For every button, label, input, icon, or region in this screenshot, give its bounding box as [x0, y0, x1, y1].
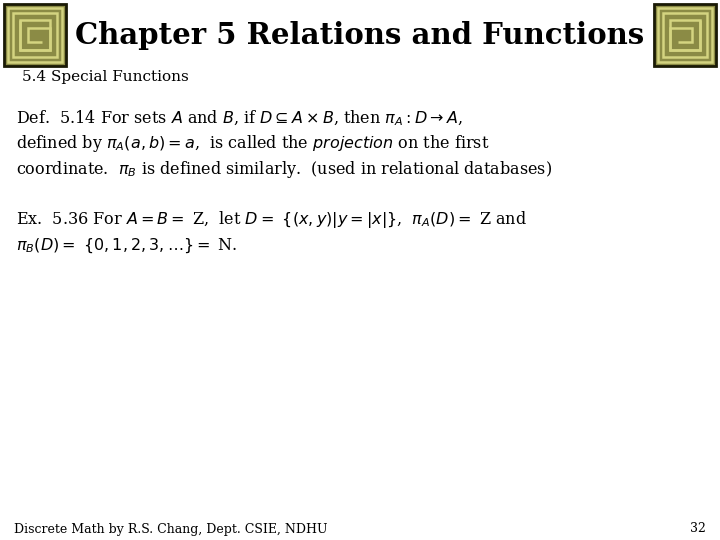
Text: Discrete Math by R.S. Chang, Dept. CSIE, NDHU: Discrete Math by R.S. Chang, Dept. CSIE,… [14, 523, 328, 536]
Bar [658, 8, 712, 62]
Text: Def.  5.14 For sets $A$ and $B$, if $D\subseteq A\times B$, then $\pi_{A}:D\righ: Def. 5.14 For sets $A$ and $B$, if $D\su… [16, 109, 463, 127]
Bar [13, 13, 57, 57]
Bar [8, 8, 62, 62]
Text: Ex.  5.36 For $A = B =$ Z,  let $D =$ $\{(x,y)|y=|x|\}$,  $\pi_{A}(D) =$ Z and: Ex. 5.36 For $A = B =$ Z, let $D =$ $\{(… [16, 209, 527, 230]
Bar [654, 4, 716, 66]
Text: defined by $\pi_{A}(a,b) = a$,  is called the $\it{projection}$ on the first: defined by $\pi_{A}(a,b) = a$, is called… [16, 133, 490, 154]
Bar [4, 4, 66, 66]
Text: coordinate.  $\pi_{B}$ is defined similarly.  (used in relational databases): coordinate. $\pi_{B}$ is defined similar… [16, 159, 552, 180]
Bar [20, 20, 50, 50]
Bar [654, 4, 716, 66]
Text: $\pi_{B}(D) =$ $\{0,1,2,3,\ldots\} =$ N.: $\pi_{B}(D) =$ $\{0,1,2,3,\ldots\} =$ N. [16, 236, 238, 254]
Bar [4, 4, 66, 66]
Text: 5.4 Special Functions: 5.4 Special Functions [22, 70, 189, 84]
Bar [663, 13, 707, 57]
Text: Chapter 5 Relations and Functions: Chapter 5 Relations and Functions [76, 21, 644, 50]
Bar [670, 20, 700, 50]
Text: 32: 32 [690, 523, 706, 536]
